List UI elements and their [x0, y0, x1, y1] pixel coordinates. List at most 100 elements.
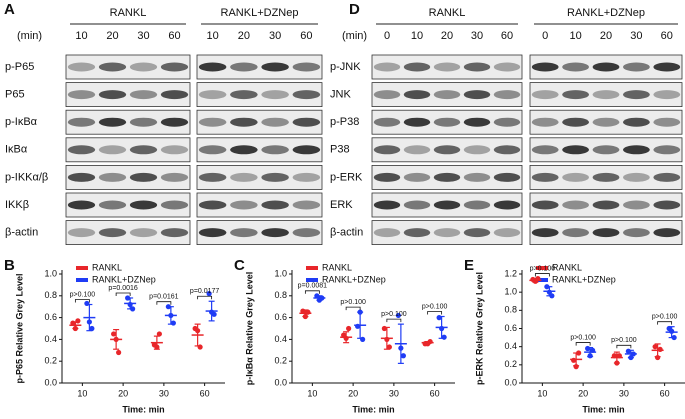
y-tick-label: 0.8	[274, 290, 287, 300]
protein-label: P38	[330, 144, 350, 156]
data-point	[211, 311, 217, 317]
band	[67, 117, 96, 127]
sig-bracket	[345, 306, 361, 311]
band	[531, 172, 559, 182]
legend-label: RANKL+DZNep	[552, 274, 616, 284]
data-point	[398, 345, 404, 351]
p-value: p>0.100	[340, 299, 366, 306]
band	[129, 200, 158, 210]
band	[67, 228, 96, 238]
sig-bracket	[74, 299, 90, 303]
y-tick-label: 0.2	[504, 359, 517, 369]
sig-bracket	[386, 318, 402, 323]
time-unit: (min)	[342, 30, 367, 42]
data-point	[156, 331, 162, 337]
band	[373, 90, 401, 100]
band	[129, 90, 158, 100]
p-value: p=0.0016	[108, 285, 137, 292]
legend-label: RANKL+DZNep	[322, 274, 386, 284]
band	[653, 228, 681, 238]
band	[623, 145, 650, 155]
band	[493, 145, 521, 155]
band	[592, 200, 620, 210]
sig-bracket	[156, 301, 172, 305]
data-point	[628, 354, 634, 361]
y-axis-title: p-P65 Relative Grey Level	[14, 273, 24, 383]
band	[292, 145, 321, 155]
band	[198, 62, 227, 72]
band	[463, 90, 491, 100]
band	[198, 117, 227, 127]
band	[653, 117, 681, 127]
band	[292, 117, 321, 127]
time-label: 20	[238, 30, 250, 42]
band	[98, 200, 127, 210]
band	[623, 228, 650, 238]
y-tick-label: 0.4	[504, 341, 517, 351]
panel-label: A	[4, 1, 15, 18]
protein-label: ERK	[330, 199, 353, 211]
data-point	[439, 325, 445, 332]
band	[198, 145, 227, 155]
protein-label: β-actin	[330, 227, 363, 239]
band	[463, 117, 491, 127]
time-label: 30	[471, 30, 483, 42]
legend-label: RANKL	[322, 262, 352, 272]
data-point	[544, 284, 550, 290]
panel-label: D	[349, 1, 360, 18]
x-tick-label: 30	[389, 388, 399, 398]
data-point	[75, 318, 81, 324]
data-point	[427, 338, 433, 345]
p-value: p>0.100	[611, 337, 637, 344]
y-tick-label: 0.4	[44, 334, 57, 344]
band	[129, 145, 158, 155]
x-tick-label: 10	[77, 388, 87, 398]
band	[373, 200, 401, 210]
band	[373, 172, 401, 182]
blot-strip	[371, 82, 523, 107]
data-point	[113, 336, 119, 342]
y-axis-title: p-IκBα Relative Grey Level	[244, 272, 254, 386]
band	[160, 200, 189, 210]
data-point	[585, 345, 591, 352]
band	[433, 228, 461, 238]
group-label: RANKL	[429, 7, 466, 19]
band	[493, 228, 521, 238]
data-point	[355, 323, 361, 329]
panel-label: E	[464, 257, 474, 274]
time-label: 30	[269, 30, 281, 42]
data-point	[84, 300, 90, 307]
band	[531, 62, 559, 72]
band	[67, 200, 96, 210]
data-point	[89, 325, 95, 332]
band	[261, 228, 289, 238]
band	[463, 228, 491, 238]
band	[230, 228, 258, 238]
band	[433, 117, 461, 127]
band	[433, 172, 461, 182]
band	[261, 62, 289, 72]
band	[403, 200, 431, 210]
band	[623, 62, 650, 72]
data-point	[441, 334, 447, 340]
sig-bracket	[115, 292, 131, 296]
data-point	[168, 312, 174, 319]
band	[261, 145, 289, 155]
band	[160, 62, 189, 72]
band	[403, 228, 431, 238]
data-point	[614, 360, 620, 366]
band	[653, 172, 681, 182]
data-point	[386, 344, 392, 350]
band	[160, 172, 189, 182]
band	[403, 145, 431, 155]
band	[562, 172, 589, 182]
y-tick-label: 1.0	[274, 268, 287, 278]
y-tick-label: 0.4	[274, 334, 287, 344]
data-point	[381, 325, 387, 332]
protein-label: p-IκBα	[5, 116, 38, 128]
band	[531, 145, 559, 155]
band	[463, 172, 491, 182]
data-point	[154, 344, 160, 350]
band	[98, 145, 127, 155]
